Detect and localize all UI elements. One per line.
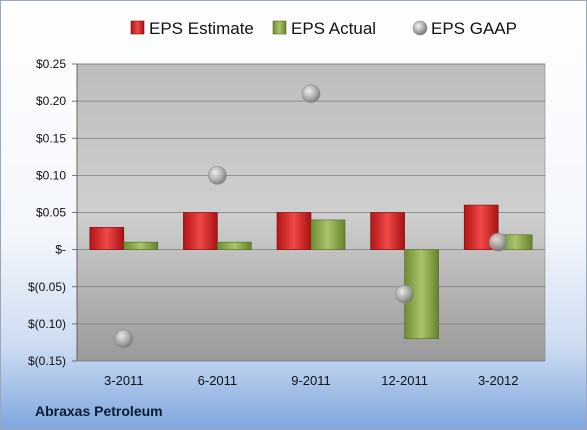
x-tick-label: 12-2011 [381,373,428,388]
x-tick-label: 3-2012 [478,373,518,388]
y-tick-label: $(0.05) [28,280,66,294]
marker-eps-gaap-3-2011 [114,329,134,349]
marker-eps-gaap-6-2011 [208,166,227,185]
bar-eps-actual-9-2011 [310,219,346,250]
y-tick-label: $0.10 [36,168,66,182]
legend-swatch-eps-gaap [412,20,428,36]
legend: EPS Estimate EPS Actual EPS GAAP [130,19,517,38]
x-tick-label: 3-2011 [104,373,144,388]
y-axis: $0.25 $0.20 $0.15 $0.10 $0.05 $- $(0.05) $(0.10… [28,57,78,368]
bar-eps-estimate-6-2011 [183,212,218,250]
marker-eps-gaap-9-2011 [301,84,321,103]
y-tick-label: $(0.15) [28,354,66,368]
bar-eps-actual-3-2011 [123,241,159,250]
bar-eps-estimate-12-2011 [370,212,405,250]
x-tick-label: 6-2011 [198,373,238,388]
bar-eps-actual-6-2011 [217,241,252,250]
y-tick-label: $- [55,243,66,257]
x-axis: 3-2011 6-2011 9-2011 12-2011 3-2012 [104,373,518,388]
y-tick-label: $0.25 [36,57,66,71]
y-tick-label: $(0.10) [28,317,66,331]
legend-label-eps-gaap: EPS GAAP [431,19,517,38]
marker-eps-gaap-3-2012 [488,232,508,252]
x-tick-label: 9-2011 [291,373,331,388]
y-tick-label: $0.20 [36,94,66,108]
company-name: Abraxas Petroleum [35,403,163,419]
legend-label-eps-actual: EPS Actual [291,19,376,38]
marker-eps-gaap-12-2011 [395,284,414,304]
y-tick-label: $0.15 [36,131,66,145]
bar-eps-estimate-9-2011 [276,212,312,250]
legend-label-eps-estimate: EPS Estimate [149,19,254,38]
gaap-markers [114,84,508,349]
y-tick-label: $0.05 [36,206,66,220]
bar-eps-estimate-3-2011 [89,227,125,250]
legend-swatch-eps-actual [272,20,287,35]
legend-swatch-eps-estimate [130,20,145,35]
